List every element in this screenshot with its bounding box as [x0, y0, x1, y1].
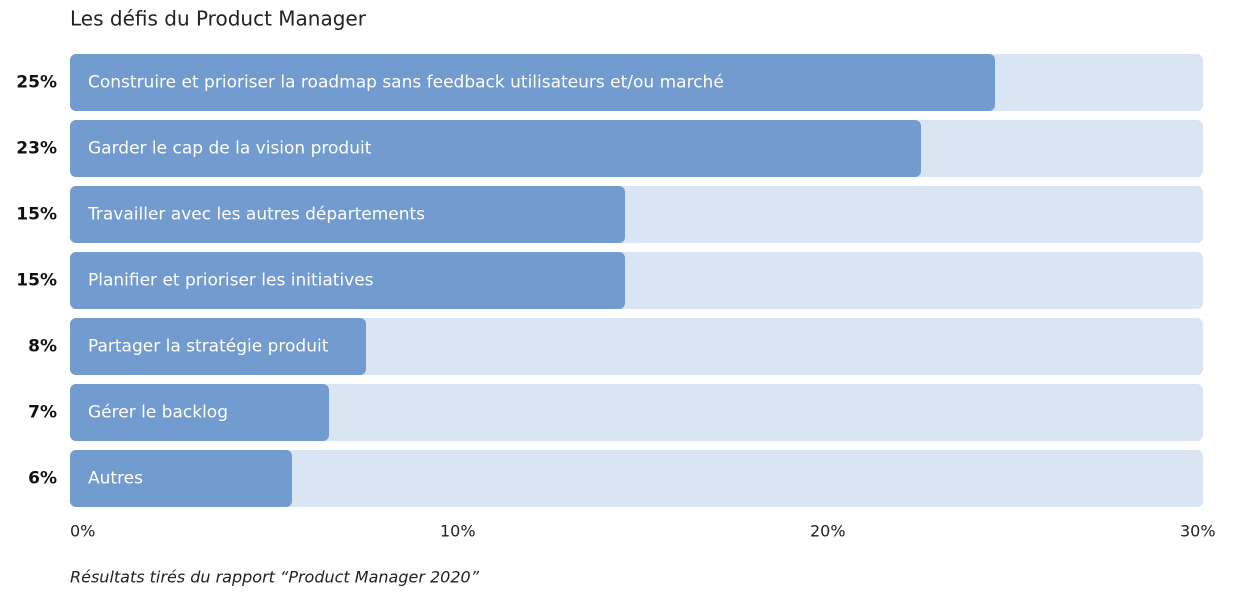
category-label: Gérer le backlog: [88, 403, 228, 423]
value-label: 7%: [28, 403, 57, 423]
value-label: 6%: [28, 469, 57, 489]
x-tick-label: 20%: [810, 522, 846, 541]
value-label: 15%: [16, 205, 57, 225]
bar: [70, 54, 995, 111]
category-label: Planifier et prioriser les initiatives: [88, 271, 374, 291]
category-label: Partager la stratégie produit: [88, 337, 329, 357]
bar: [70, 384, 329, 441]
category-label: Construire et prioriser la roadmap sans …: [88, 73, 724, 93]
bar: [70, 450, 292, 507]
bar: [70, 120, 921, 177]
value-label: 25%: [16, 73, 57, 93]
bar: [70, 186, 625, 243]
x-tick-label: 30%: [1180, 522, 1216, 541]
bar: [70, 252, 625, 309]
value-label: 8%: [28, 337, 57, 357]
value-label: 23%: [16, 139, 57, 159]
chart-title: Les défis du Product Manager: [70, 7, 367, 31]
value-label: 15%: [16, 271, 57, 291]
track: [70, 450, 1203, 507]
footnote: Résultats tirés du rapport “Product Mana…: [70, 568, 480, 587]
x-tick-label: 0%: [70, 522, 95, 541]
category-label: Travailler avec les autres départements: [87, 205, 425, 225]
category-label: Autres: [88, 469, 143, 489]
bar: [70, 318, 366, 375]
category-label: Garder le cap de la vision produit: [88, 139, 372, 159]
track: [70, 384, 1203, 441]
x-tick-label: 10%: [440, 522, 476, 541]
